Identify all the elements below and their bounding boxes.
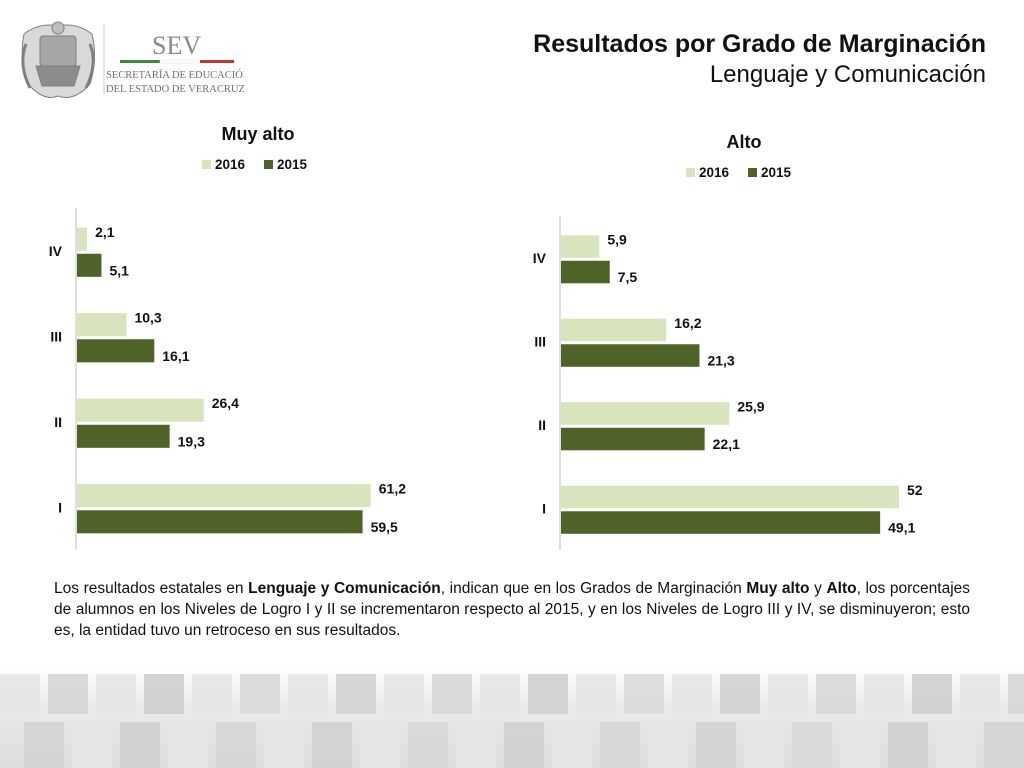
data-label: 5,1 [109, 262, 129, 278]
category-label: I [542, 500, 546, 516]
category-label: I [58, 499, 62, 515]
chart-title: Alto [727, 132, 762, 152]
data-label: 49,1 [888, 520, 915, 536]
bar-2016-IV [77, 227, 88, 251]
chart-muy-alto: Muy alto 2016 2015 IV 2,1 5,1 III 10,3 16,1 II 26,… [40, 118, 460, 558]
legend-swatch-2016 [686, 168, 695, 177]
data-label: 26,4 [212, 395, 239, 411]
bar-2015-IV [561, 260, 610, 284]
data-label: 52 [907, 482, 923, 498]
data-label: 59,5 [371, 519, 398, 535]
category-label: IV [49, 243, 63, 259]
summary-text: , indican que en los Grados de Marginaci… [440, 580, 747, 597]
logo-line-1: SECRETARÍA DE EDUCACIÓN [106, 69, 244, 81]
summary-text: Los resultados estatales en [54, 580, 249, 597]
legend-swatch-2015 [264, 160, 273, 169]
coat-of-arms-icon [21, 21, 96, 98]
bar-2015-III [561, 344, 700, 367]
chart-title: Muy alto [221, 124, 294, 144]
bar-2015-II [77, 424, 170, 448]
data-label: 5,9 [607, 231, 627, 247]
summary-bold-subject: Lenguaje y Comunicación [248, 580, 441, 597]
bar-2016-II [77, 398, 204, 422]
summary-text: , los porcentajes de alumnos en los Nive… [54, 580, 971, 639]
legend-swatch-2015 [748, 168, 757, 177]
bar-2016-III [561, 318, 667, 342]
chart-alto: Alto 2016 2015 IV 5,9 7,5 III 16,2 21,3 II 25,9 22,… [524, 126, 964, 566]
bar-2016-I [77, 484, 371, 508]
logo-line-2: DEL ESTADO DE VERACRUZ [106, 84, 244, 95]
summary-text: y [809, 580, 827, 597]
data-label: 22,1 [713, 436, 740, 452]
summary-bold-alto: Alto [826, 580, 857, 597]
data-label: 10,3 [134, 310, 161, 326]
bar-2016-III [77, 313, 127, 337]
category-label: II [54, 414, 62, 430]
legend-label-2015: 2015 [277, 157, 308, 172]
bar-2015-I [77, 510, 363, 534]
legend-label-2015: 2015 [761, 165, 792, 180]
category-label: III [534, 333, 546, 349]
bar-2016-II [561, 402, 730, 425]
bar-2015-III [77, 339, 155, 363]
bar-2016-IV [561, 235, 600, 258]
legend-label-2016: 2016 [215, 157, 246, 172]
decorative-footer [0, 668, 1024, 768]
legend-label-2016: 2016 [699, 165, 730, 180]
bar-2016-I [561, 485, 899, 509]
data-label: 16,2 [674, 315, 701, 331]
data-label: 19,3 [178, 433, 205, 449]
data-label: 61,2 [379, 481, 406, 497]
summary-paragraph: Los resultados estatales en Lenguaje y C… [54, 578, 970, 641]
data-label: 7,5 [618, 269, 638, 285]
slide-subtitle: Lenguaje y Comunicación [709, 61, 986, 88]
category-label: IV [533, 250, 547, 266]
data-label: 2,1 [95, 224, 115, 240]
legend-swatch-2016 [202, 160, 211, 169]
category-label: II [538, 417, 546, 433]
bar-2015-II [561, 427, 705, 451]
category-label: III [50, 328, 62, 344]
slide-title: Resultados por Grado de Marginación [533, 30, 986, 58]
data-label: 21,3 [707, 353, 734, 369]
data-label: 25,9 [737, 398, 764, 414]
logo-acronym: SEV [152, 31, 201, 60]
bar-2015-I [561, 511, 881, 534]
sev-logo: SEV SECRETARÍA DE EDUCACIÓN DEL ESTADO D… [14, 14, 251, 104]
bar-2015-IV [77, 253, 102, 277]
slide-title-block: Resultados por Grado de Marginación Leng… [533, 28, 986, 90]
summary-bold-muy-alto: Muy alto [746, 580, 810, 597]
data-label: 16,1 [162, 348, 189, 364]
